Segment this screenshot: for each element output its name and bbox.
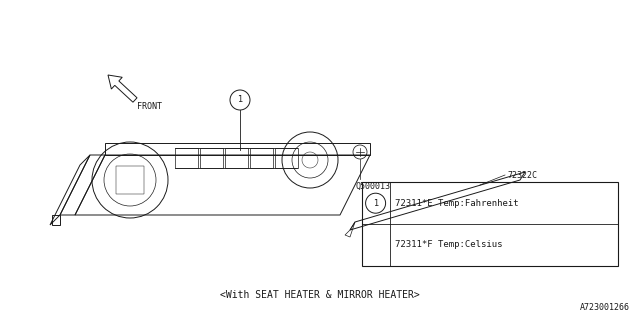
Text: Q500013: Q500013 [355,182,390,191]
Text: 1: 1 [237,95,243,105]
Text: FRONT: FRONT [137,102,162,111]
Text: 72311*E Temp:Fahrenheit: 72311*E Temp:Fahrenheit [395,199,518,208]
Text: 72311*F Temp:Celsius: 72311*F Temp:Celsius [395,240,502,249]
Text: A723001266: A723001266 [580,303,630,312]
Text: 72322C: 72322C [507,171,537,180]
Text: 1: 1 [373,199,378,208]
Text: <With SEAT HEATER & MIRROR HEATER>: <With SEAT HEATER & MIRROR HEATER> [220,290,420,300]
Bar [362,182,618,266]
